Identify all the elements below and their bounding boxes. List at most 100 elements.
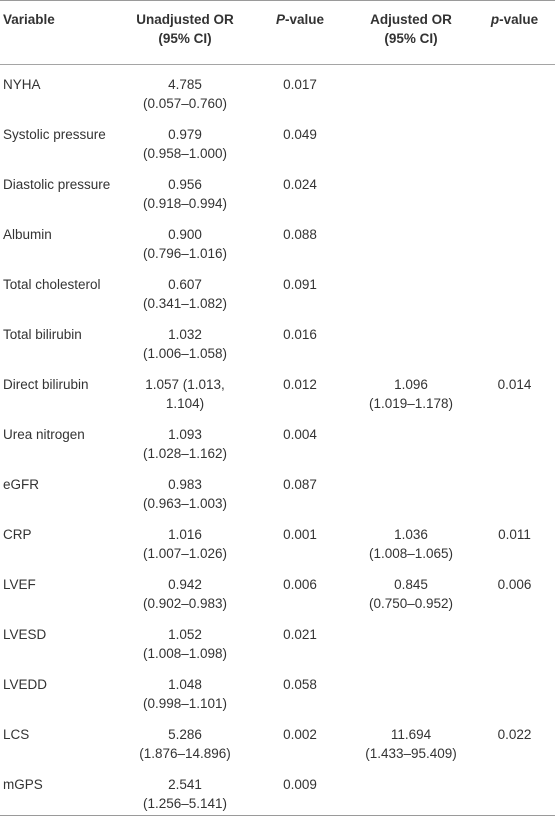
variable-label: Albumin xyxy=(3,226,52,242)
header-adjusted-p-value-italic: p xyxy=(490,12,500,27)
unadjusted-or-value: 1.048 xyxy=(168,676,202,692)
cell-adjusted-or xyxy=(348,615,474,665)
table-body: NYHA 4.785 (0.057–0.760) 0.017 Systolic … xyxy=(0,65,555,816)
cell-adjusted-or xyxy=(348,415,474,465)
table-row: Total bilirubin 1.032 (1.006–1.058) 0.01… xyxy=(0,315,555,365)
cell-adjusted-p-value xyxy=(474,65,555,115)
cell-adjusted-or: 0.845 (0.750–0.952) xyxy=(348,565,474,615)
variable-label: LVEDD xyxy=(3,676,48,692)
cell-adjusted-or xyxy=(348,65,474,115)
header-adjusted-p-value: p-value xyxy=(474,0,555,65)
header-adjusted-or-line1: Adjusted OR xyxy=(370,12,452,27)
variable-label: Urea nitrogen xyxy=(3,426,85,442)
cell-variable: Total cholesterol xyxy=(0,265,118,315)
cell-unadjusted-or: 1.093 (1.028–1.162) xyxy=(118,415,252,465)
cell-unadjusted-or: 1.057 (1.013, 1.104) xyxy=(118,365,252,415)
cell-p-value: 0.058 xyxy=(252,665,348,715)
p-value: 0.012 xyxy=(283,376,317,392)
unadjusted-or-value: 0.900 xyxy=(168,226,202,242)
cell-variable: LVESD xyxy=(0,615,118,665)
cell-adjusted-or xyxy=(348,215,474,265)
header-adjusted-p-value-rest: -value xyxy=(499,12,539,27)
header-p-value: P-value xyxy=(252,0,348,65)
cell-adjusted-or xyxy=(348,764,474,816)
cell-adjusted-p-value: 0.006 xyxy=(474,565,555,615)
variable-label: Total bilirubin xyxy=(3,326,82,342)
adjusted-or-value: 1.096 xyxy=(394,376,428,392)
cell-adjusted-or xyxy=(348,115,474,165)
cell-p-value: 0.024 xyxy=(252,165,348,215)
cell-adjusted-or xyxy=(348,665,474,715)
header-adjusted-or: Adjusted OR (95% CI) xyxy=(348,0,474,65)
cell-variable: NYHA xyxy=(0,65,118,115)
unadjusted-or-value: 0.942 xyxy=(168,576,202,592)
adjusted-or-value: 1.036 xyxy=(394,526,428,542)
p-value: 0.009 xyxy=(283,776,317,792)
cell-p-value: 0.049 xyxy=(252,115,348,165)
cell-adjusted-p-value xyxy=(474,315,555,365)
cell-variable: Direct bilirubin xyxy=(0,365,118,415)
variable-label: eGFR xyxy=(3,476,40,492)
cell-adjusted-p-value: 0.014 xyxy=(474,365,555,415)
unadjusted-or-ci: (1.006–1.058) xyxy=(142,345,228,361)
variable-label: Direct bilirubin xyxy=(3,376,89,392)
variable-label: LVESD xyxy=(3,626,47,642)
cell-adjusted-p-value xyxy=(474,265,555,315)
unadjusted-or-value: 0.979 xyxy=(168,126,202,142)
cell-p-value: 0.001 xyxy=(252,515,348,565)
header-variable-label: Variable xyxy=(3,12,55,27)
cell-p-value: 0.087 xyxy=(252,465,348,515)
cell-unadjusted-or: 0.607 (0.341–1.082) xyxy=(118,265,252,315)
unadjusted-or-value: 1.052 xyxy=(168,626,202,642)
p-value: 0.006 xyxy=(283,576,317,592)
adjusted-p-value: 0.022 xyxy=(497,726,532,742)
cell-variable: Urea nitrogen xyxy=(0,415,118,465)
adjusted-or-value: 0.845 xyxy=(394,576,428,592)
unadjusted-or-value: 1.057 (1.013, xyxy=(145,376,225,392)
adjusted-p-value: 0.006 xyxy=(497,576,532,592)
table-row: LCS 5.286 (1.876–14.896) 0.002 11.694 (1… xyxy=(0,715,555,765)
cell-p-value: 0.009 xyxy=(252,764,348,816)
unadjusted-or-ci: (1.256–5.141) xyxy=(142,795,228,811)
table-row: Albumin 0.900 (0.796–1.016) 0.088 xyxy=(0,215,555,265)
cell-adjusted-p-value: 0.022 xyxy=(474,715,555,765)
cell-adjusted-or xyxy=(348,165,474,215)
table-row: Systolic pressure 0.979 (0.958–1.000) 0.… xyxy=(0,115,555,165)
unadjusted-or-value: 1.032 xyxy=(168,326,202,342)
table-row: LVEDD 1.048 (0.998–1.101) 0.058 xyxy=(0,665,555,715)
p-value: 0.021 xyxy=(283,626,317,642)
p-value: 0.004 xyxy=(283,426,317,442)
cell-adjusted-or xyxy=(348,315,474,365)
cell-adjusted-p-value xyxy=(474,465,555,515)
cell-variable: mGPS xyxy=(0,764,118,816)
unadjusted-or-value: 4.785 xyxy=(168,77,202,92)
cell-unadjusted-or: 0.942 (0.902–0.983) xyxy=(118,565,252,615)
variable-label: Diastolic pressure xyxy=(3,176,111,192)
cell-variable: LVEF xyxy=(0,565,118,615)
table-row: Direct bilirubin 1.057 (1.013, 1.104) 0.… xyxy=(0,365,555,415)
unadjusted-or-ci: (0.958–1.000) xyxy=(142,145,228,161)
p-value: 0.049 xyxy=(283,126,317,142)
header-unadjusted-or: Unadjusted OR (95% CI) xyxy=(118,0,252,65)
p-value: 0.087 xyxy=(283,476,317,492)
adjusted-or-ci: (1.433–95.409) xyxy=(365,745,457,761)
cell-adjusted-or: 1.036 (1.008–1.065) xyxy=(348,515,474,565)
variable-label: NYHA xyxy=(3,77,41,92)
cell-p-value: 0.021 xyxy=(252,615,348,665)
variable-label: Systolic pressure xyxy=(3,126,106,142)
header-unadjusted-or-line2: (95% CI) xyxy=(158,31,212,46)
unadjusted-or-value: 0.983 xyxy=(168,476,202,492)
cell-adjusted-p-value xyxy=(474,165,555,215)
adjusted-p-value: 0.011 xyxy=(498,526,531,542)
unadjusted-or-ci: (1.008–1.098) xyxy=(142,645,228,661)
unadjusted-or-value: 0.607 xyxy=(168,276,202,292)
cell-unadjusted-or: 1.048 (0.998–1.101) xyxy=(118,665,252,715)
header-p-value-rest: -value xyxy=(284,12,325,27)
cell-p-value: 0.091 xyxy=(252,265,348,315)
cell-adjusted-p-value xyxy=(474,665,555,715)
unadjusted-or-ci: (0.918–0.994) xyxy=(142,195,228,211)
header-row: Variable Unadjusted OR (95% CI) P-value … xyxy=(0,0,555,65)
cell-unadjusted-or: 0.983 (0.963–1.003) xyxy=(118,465,252,515)
